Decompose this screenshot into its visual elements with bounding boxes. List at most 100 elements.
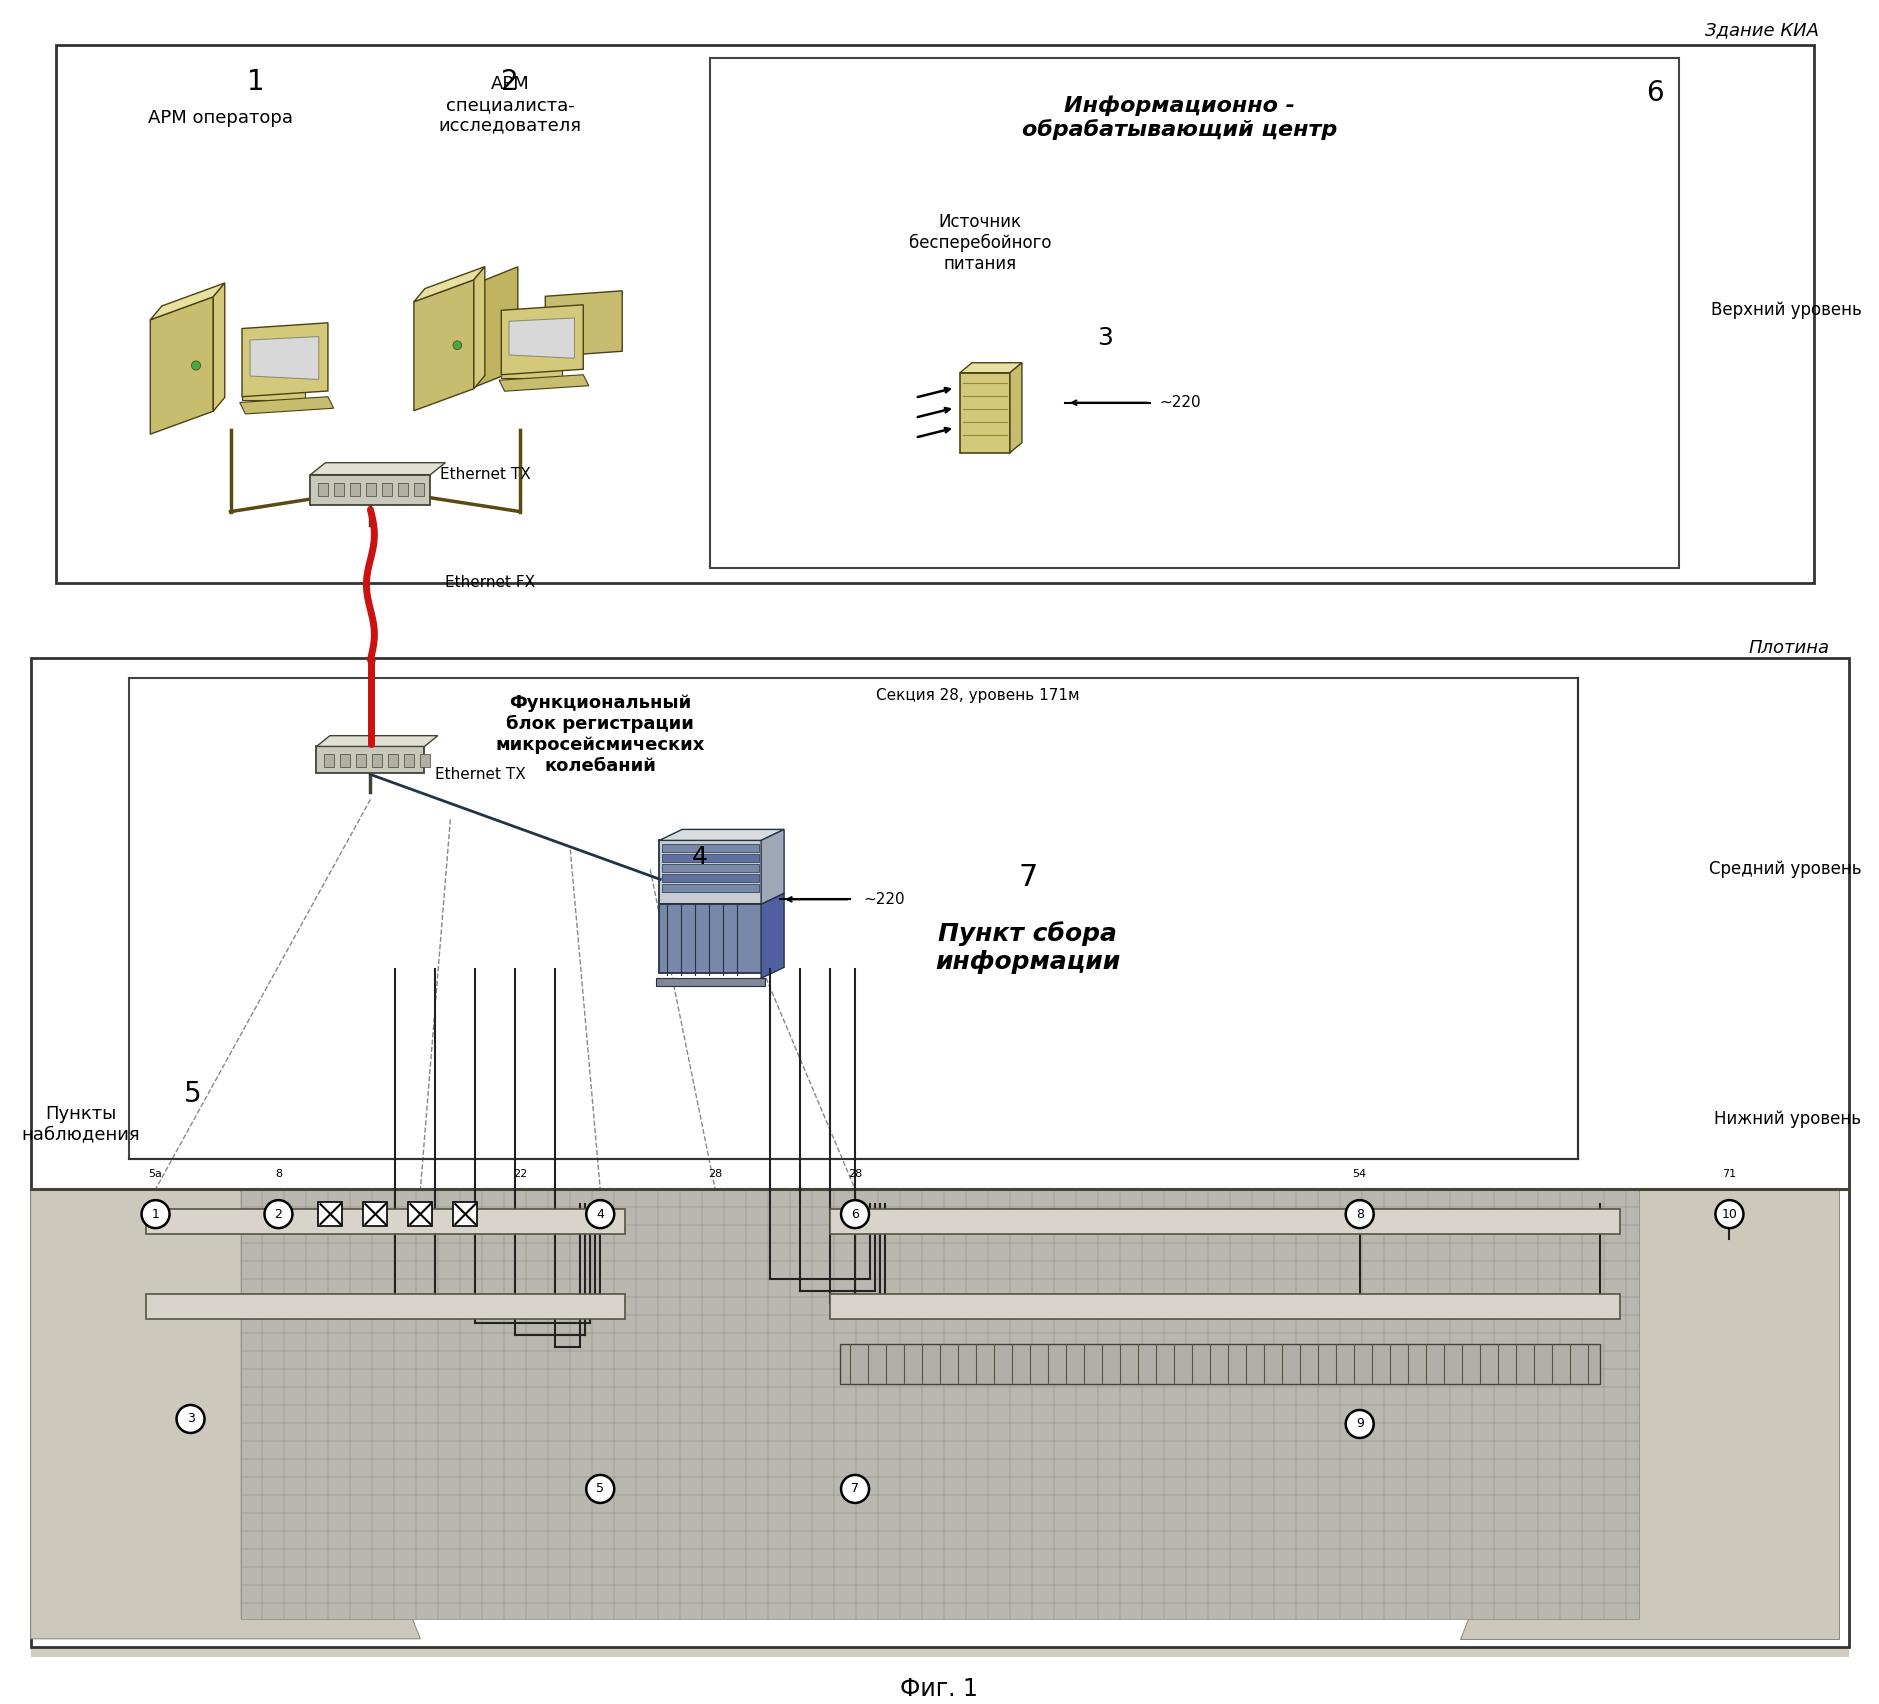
Polygon shape	[241, 1189, 1640, 1619]
Bar	[660, 905, 763, 973]
Text: 8: 8	[274, 1169, 282, 1179]
Bar	[502, 368, 562, 378]
Polygon shape	[761, 830, 784, 905]
Polygon shape	[761, 893, 784, 978]
Text: 7: 7	[1018, 862, 1037, 891]
Text: 1: 1	[246, 68, 265, 95]
Bar	[30, 658, 1849, 1646]
Bar	[318, 1201, 342, 1227]
Polygon shape	[545, 291, 622, 356]
Circle shape	[265, 1200, 293, 1229]
Bar	[661, 884, 759, 893]
Text: 3: 3	[186, 1413, 194, 1426]
Text: Информационно -
обрабатывающий центр: Информационно - обрабатывающий центр	[1022, 95, 1338, 140]
Text: 7: 7	[851, 1482, 859, 1496]
Circle shape	[1716, 1200, 1744, 1229]
Text: Плотина: Плотина	[1747, 639, 1830, 656]
Bar	[145, 1210, 626, 1234]
Bar	[334, 482, 344, 496]
Bar	[357, 755, 366, 767]
Circle shape	[1345, 1200, 1374, 1229]
Text: Ethernet TX: Ethernet TX	[440, 467, 532, 482]
Polygon shape	[413, 279, 474, 411]
Bar	[325, 755, 334, 767]
Bar	[840, 1344, 1599, 1384]
Bar	[316, 746, 425, 774]
Text: АРМ оператора: АРМ оператора	[148, 109, 293, 126]
Text: 28: 28	[847, 1169, 862, 1179]
Text: 54: 54	[1353, 1169, 1366, 1179]
Text: Нижний уровень: Нижний уровень	[1714, 1111, 1862, 1128]
Bar	[656, 978, 765, 987]
Bar	[128, 678, 1578, 1159]
Circle shape	[177, 1406, 205, 1433]
Text: 2: 2	[502, 68, 519, 95]
Text: 6: 6	[1646, 78, 1663, 107]
Polygon shape	[474, 266, 485, 389]
Bar	[453, 1201, 477, 1227]
Polygon shape	[310, 463, 445, 475]
Polygon shape	[242, 322, 329, 397]
Text: 5а: 5а	[148, 1169, 162, 1179]
Polygon shape	[1460, 1189, 1840, 1639]
Bar	[366, 482, 376, 496]
Bar	[56, 44, 1815, 583]
Bar	[661, 854, 759, 862]
Text: 3: 3	[1097, 325, 1112, 349]
Bar	[349, 482, 361, 496]
Text: 1: 1	[152, 1208, 160, 1220]
Bar	[363, 1201, 387, 1227]
Text: 9: 9	[1357, 1418, 1364, 1430]
Text: 8: 8	[1357, 1208, 1364, 1220]
Text: Средний уровень: Средний уровень	[1708, 861, 1862, 878]
Bar	[415, 482, 425, 496]
Bar	[404, 755, 415, 767]
Text: 4: 4	[596, 1208, 605, 1220]
Circle shape	[586, 1200, 614, 1229]
Circle shape	[453, 341, 462, 349]
Polygon shape	[250, 337, 319, 380]
Circle shape	[842, 1200, 870, 1229]
Bar	[372, 755, 383, 767]
Text: ~220: ~220	[862, 891, 904, 907]
Polygon shape	[150, 283, 225, 320]
Polygon shape	[960, 373, 1009, 453]
Text: Секция 28, уровень 171м: Секция 28, уровень 171м	[876, 688, 1080, 704]
Circle shape	[192, 361, 201, 370]
Bar	[661, 845, 759, 852]
Bar	[831, 1210, 1620, 1234]
Text: 22: 22	[513, 1169, 528, 1179]
Text: Источник
бесперебойного
питания: Источник бесперебойного питания	[909, 213, 1050, 273]
Polygon shape	[660, 830, 784, 840]
Polygon shape	[462, 268, 519, 392]
Polygon shape	[502, 305, 582, 375]
Polygon shape	[241, 397, 334, 414]
Text: 4: 4	[691, 845, 708, 869]
Circle shape	[586, 1476, 614, 1503]
Polygon shape	[960, 363, 1022, 373]
Bar	[310, 475, 430, 504]
Bar	[383, 482, 393, 496]
Text: Пункты
наблюдения: Пункты наблюдения	[21, 1104, 139, 1143]
Text: Ethernet TX: Ethernet TX	[436, 767, 526, 782]
Text: АРМ
специалиста-
исследователя: АРМ специалиста- исследователя	[440, 75, 582, 135]
Circle shape	[842, 1476, 870, 1503]
Text: 28: 28	[708, 1169, 722, 1179]
Text: ~220: ~220	[1159, 395, 1201, 411]
Polygon shape	[1009, 363, 1022, 453]
Text: Ethernet FX: Ethernet FX	[445, 574, 536, 590]
Text: 71: 71	[1723, 1169, 1736, 1179]
Bar	[389, 755, 398, 767]
Polygon shape	[150, 296, 214, 435]
Polygon shape	[316, 736, 438, 746]
Text: 5: 5	[596, 1482, 605, 1496]
Bar	[408, 1201, 432, 1227]
Text: 2: 2	[274, 1208, 282, 1220]
Bar	[421, 755, 430, 767]
Polygon shape	[413, 266, 485, 302]
Bar	[661, 874, 759, 883]
Bar	[340, 755, 349, 767]
Text: Функциональный
блок регистрации
микросейсмических
колебаний: Функциональный блок регистрации микросей…	[496, 694, 705, 775]
Bar	[318, 482, 329, 496]
Bar	[831, 1293, 1620, 1319]
